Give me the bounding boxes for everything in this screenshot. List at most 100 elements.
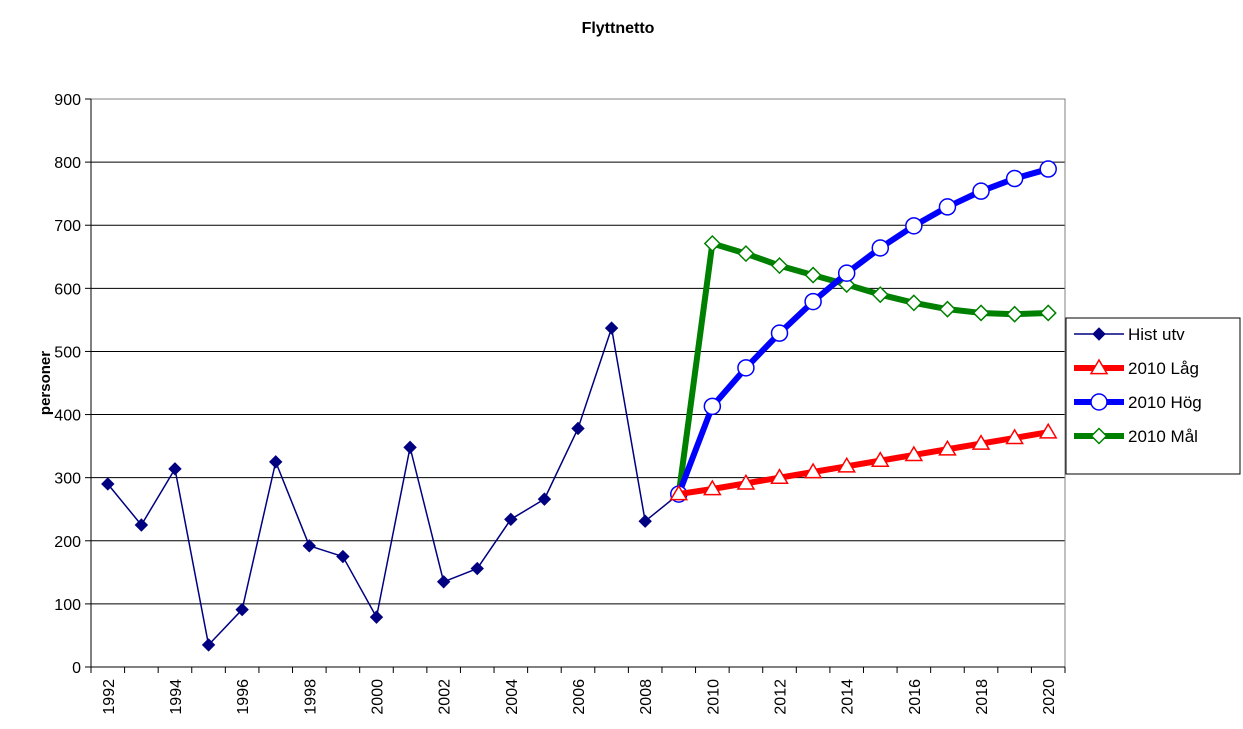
x-tick-label-2002: 2002 <box>437 679 454 715</box>
series-2-line <box>675 166 1050 496</box>
chart-title: Flyttnetto <box>582 20 655 37</box>
legend: Hist utv 2010 Låg 2010 Hög 2010 Mål <box>1065 317 1241 475</box>
y-tick-label-700: 700 <box>54 218 81 235</box>
series-1-point-2010 <box>703 479 722 496</box>
series-0-line <box>107 327 680 646</box>
series-3-point-2018 <box>972 304 990 322</box>
series-3-point-2020 <box>1039 304 1057 322</box>
series-1-point-2013 <box>803 462 823 479</box>
series-2-point-2011 <box>737 359 755 377</box>
series-3-point-2012 <box>770 257 789 275</box>
series-0-point-2000 <box>369 610 384 624</box>
series-2 <box>670 160 1057 503</box>
legend-swatch-marker-3 <box>1090 427 1108 445</box>
series-0-point-2004 <box>504 512 518 527</box>
x-tick-label-1998: 1998 <box>302 679 319 715</box>
series-0-point-1992 <box>101 477 115 491</box>
y-tick-label-0: 0 <box>72 660 81 677</box>
series-1 <box>669 422 1058 501</box>
x-tick-label-1994: 1994 <box>168 679 185 715</box>
series-2-point-2020 <box>1039 160 1057 178</box>
series-1-point-2017 <box>938 439 957 456</box>
series-layer <box>101 160 1058 652</box>
series-2-point-2012 <box>770 324 789 342</box>
series-3-point-2019 <box>1006 305 1024 323</box>
series-0-point-1999 <box>336 549 350 564</box>
series-3-point-2013 <box>804 266 822 284</box>
y-tick-label-900: 900 <box>54 92 81 109</box>
series-1-line <box>678 429 1049 498</box>
series-0 <box>101 321 686 652</box>
x-tick-label-1996: 1996 <box>235 679 252 715</box>
legend-swatch-marker-2 <box>1090 393 1108 411</box>
series-2-point-2019 <box>1005 169 1024 188</box>
series-0-point-2001 <box>403 440 417 455</box>
legend-label-1: 2010 Låg <box>1128 359 1199 378</box>
series-0-point-1998 <box>302 539 317 553</box>
series-2-point-2016 <box>905 217 923 235</box>
series-1-point-2014 <box>837 456 857 473</box>
legend-entry-2: 2010 Hög <box>1074 393 1202 412</box>
legend-label-0: Hist utv <box>1128 325 1185 344</box>
x-tick-label-1992: 1992 <box>101 679 118 715</box>
series-2-point-2010 <box>703 397 722 416</box>
y-tick-label-100: 100 <box>54 597 81 614</box>
legend-swatch-marker-0 <box>1092 327 1106 341</box>
series-3-line <box>675 240 1049 495</box>
plot-frame <box>90 98 1066 668</box>
series-3-point-2017 <box>938 300 957 318</box>
x-tick-label-2004: 2004 <box>504 679 521 715</box>
series-0-point-2008 <box>638 514 652 528</box>
series-1-point-2016 <box>904 445 924 462</box>
series-0-point-2006 <box>571 421 585 436</box>
legend-entry-3: 2010 Mål <box>1074 427 1198 446</box>
series-0-point-1993 <box>134 518 149 532</box>
y-tick-label-200: 200 <box>54 534 81 551</box>
series-0-point-2002 <box>436 575 451 589</box>
series-1-point-2011 <box>736 473 756 490</box>
series-2-point-2015 <box>871 239 890 257</box>
legend-label-3: 2010 Mål <box>1128 427 1198 446</box>
series-0-point-1994 <box>168 462 182 476</box>
legend-label-2: 2010 Hög <box>1128 393 1202 412</box>
series-1-point-2015 <box>870 451 890 467</box>
legend-swatch-marker-1 <box>1089 358 1109 375</box>
series-2-point-2018 <box>972 182 990 200</box>
series-3-point-2011 <box>737 245 755 263</box>
y-tick-label-400: 400 <box>54 408 81 425</box>
series-1-point-2012 <box>770 468 789 485</box>
series-3-point-2015 <box>871 286 889 304</box>
series-2-point-2014 <box>837 264 856 282</box>
y-tick-label-600: 600 <box>54 281 81 298</box>
x-tick-label-2000: 2000 <box>369 679 386 715</box>
series-0-point-1997 <box>269 455 283 469</box>
y-tick-label-800: 800 <box>54 155 81 172</box>
series-0-point-2005 <box>537 492 552 506</box>
axes: 0 100 200 300 400 500 600 700 800 900 1992 1994 1996… <box>54 92 1066 715</box>
series-1-point-2018 <box>971 434 991 450</box>
legend-entry-1: 2010 Låg <box>1074 358 1199 378</box>
series-3-point-2010 <box>703 234 721 253</box>
series-0-point-2007 <box>604 321 619 335</box>
series-1-point-2019 <box>1005 428 1024 445</box>
y-tick-label-300: 300 <box>54 471 81 488</box>
x-tick-label-2018: 2018 <box>974 679 991 715</box>
y-tick-label-500: 500 <box>54 344 81 361</box>
series-0-point-1996 <box>235 602 249 617</box>
gridlines <box>91 98 1065 605</box>
legend-entry-0: Hist utv <box>1074 325 1185 344</box>
series-2-point-2013 <box>804 292 822 311</box>
series-0-point-2003 <box>470 561 484 576</box>
x-tick-label-2008: 2008 <box>638 679 655 715</box>
x-tick-label-2014: 2014 <box>840 679 857 715</box>
x-tick-label-2016: 2016 <box>907 679 924 715</box>
series-3-point-2016 <box>905 294 923 312</box>
series-2-point-2017 <box>938 198 957 216</box>
x-tick-label-2010: 2010 <box>705 679 722 715</box>
series-0-point-1995 <box>201 638 216 652</box>
x-tick-label-2020: 2020 <box>1041 679 1058 715</box>
x-tick-label-2006: 2006 <box>571 679 588 715</box>
x-tick-label-2012: 2012 <box>773 679 790 715</box>
series-1-point-2020 <box>1038 422 1058 439</box>
